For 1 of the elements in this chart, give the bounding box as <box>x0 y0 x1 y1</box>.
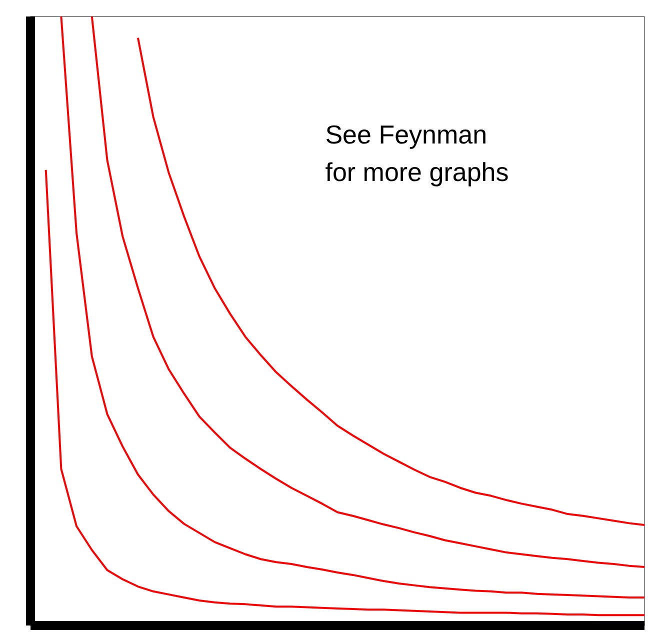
annotation: See Feynman for more graphs <box>325 120 509 188</box>
